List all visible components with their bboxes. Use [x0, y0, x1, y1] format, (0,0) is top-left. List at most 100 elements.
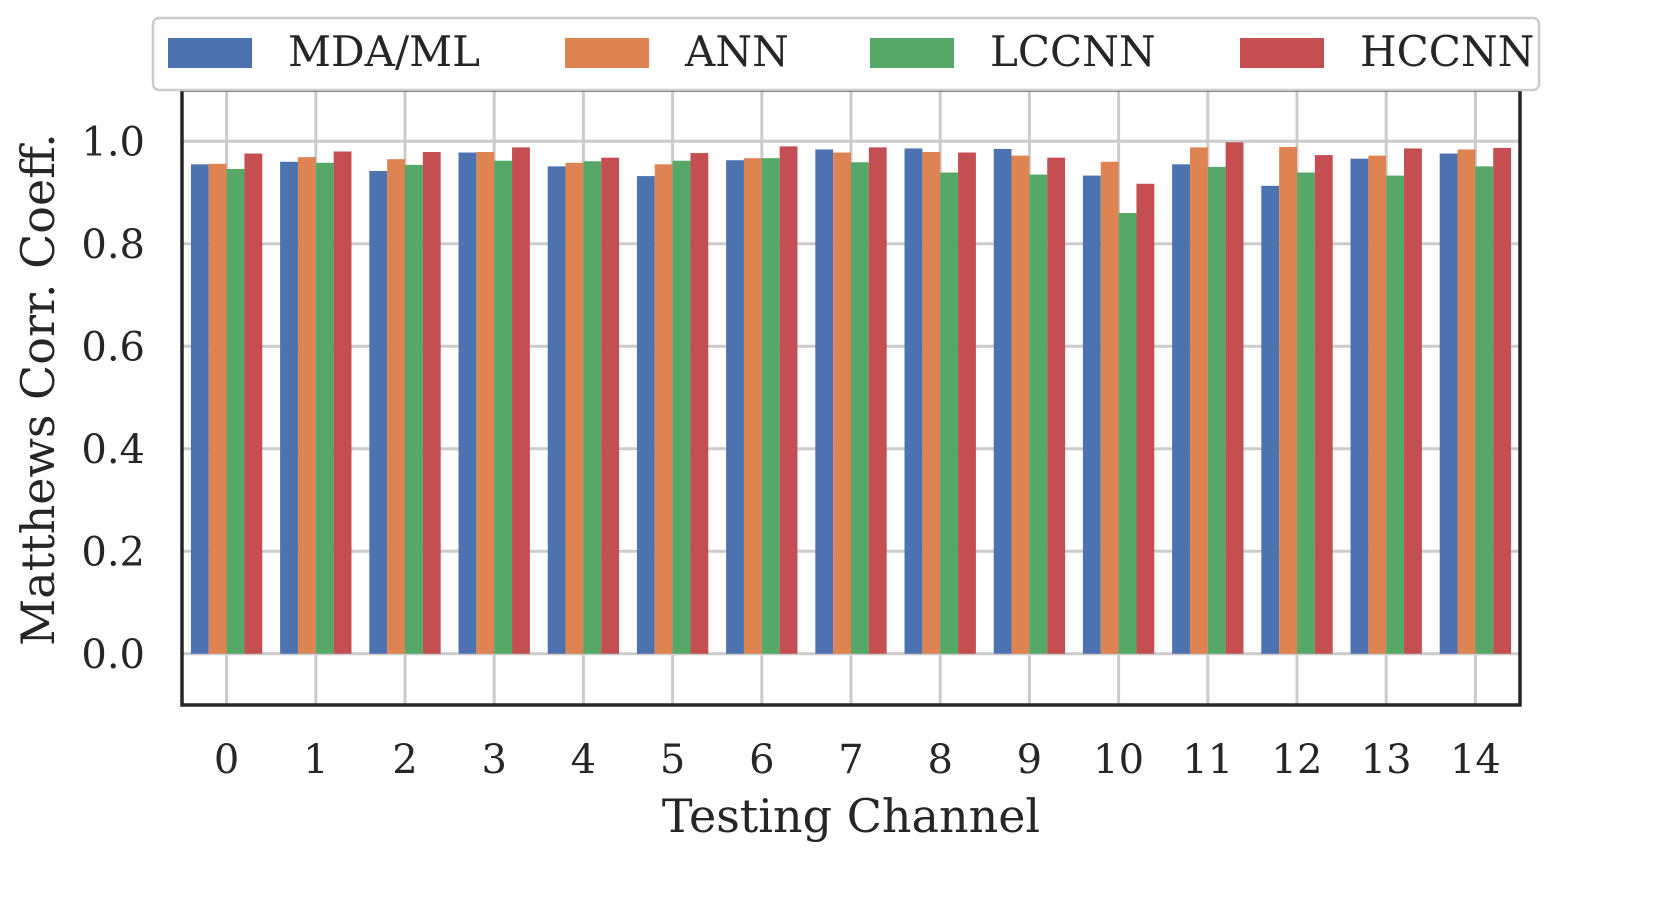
bar-ann-ch4	[565, 162, 584, 654]
legend-swatch	[1240, 38, 1324, 68]
x-tick-label: 13	[1361, 737, 1412, 783]
bar-hccnn-ch4	[601, 157, 620, 654]
bar-mda-ml-ch4	[547, 166, 566, 654]
legend-label: HCCNN	[1360, 27, 1534, 76]
bar-mda-ml-ch3	[458, 152, 477, 654]
bar-hccnn-ch6	[779, 146, 798, 654]
bar-mda-ml-ch14	[1439, 153, 1458, 654]
bar-lccnn-ch7	[851, 162, 869, 654]
x-axis-ticks: 0 1 2 3 4 5 6 7 8 9 10 11 12 13 14	[214, 737, 1501, 783]
bar-lccnn-ch0	[226, 168, 245, 654]
legend-label: LCCNN	[990, 27, 1156, 76]
legend-box	[151, 16, 1541, 92]
bar-ann-ch14	[1457, 149, 1476, 654]
y-tick-label: 0.4	[81, 427, 145, 473]
bar-ann-ch6	[743, 158, 762, 654]
bars	[190, 142, 1512, 654]
bar-lccnn-ch9	[1029, 174, 1048, 654]
bar-mda-ml-ch10	[1082, 175, 1101, 654]
bar-mda-ml-ch0	[190, 164, 209, 654]
bar-hccnn-ch1	[333, 151, 352, 654]
bar-hccnn-ch14	[1493, 147, 1512, 654]
legend-label: MDA/ML	[288, 27, 480, 76]
bar-lccnn-ch4	[583, 161, 602, 654]
bar-lccnn-ch6	[761, 158, 780, 654]
x-tick-label: 10	[1093, 737, 1144, 783]
bar-hccnn-ch11	[1225, 142, 1244, 654]
bar-hccnn-ch7	[868, 147, 887, 654]
x-axis-title: Testing Channel	[662, 789, 1040, 843]
bar-ann-ch9	[1011, 155, 1030, 654]
bar-ann-ch8	[922, 152, 941, 654]
x-tick-label: 5	[660, 737, 685, 783]
bar-ann-ch2	[387, 159, 405, 654]
bar-lccnn-ch2	[405, 164, 423, 654]
bar-ann-ch0	[208, 163, 227, 654]
bar-hccnn-ch8	[958, 152, 976, 654]
legend-entry-ann: ANN	[565, 27, 789, 76]
legend: MDA/ML ANN LCCNN HCCNN	[151, 16, 1541, 92]
x-tick-label: 0	[214, 737, 239, 783]
x-tick-label: 9	[1017, 737, 1042, 783]
bar-mda-ml-ch12	[1261, 185, 1280, 654]
legend-swatch	[870, 38, 954, 68]
x-tick-label: 8	[927, 737, 952, 783]
y-axis-ticks: 0.0 0.2 0.4 0.6 0.8 1.0	[81, 119, 145, 678]
bar-lccnn-ch10	[1118, 213, 1137, 654]
bar-lccnn-ch14	[1475, 166, 1494, 654]
legend-entry-mda-ml: MDA/ML	[168, 27, 480, 76]
y-axis-title: Matthews Corr. Coeff.	[11, 133, 65, 646]
legend-entry-hccnn: HCCNN	[1240, 27, 1534, 76]
bar-lccnn-ch11	[1207, 166, 1226, 654]
bar-hccnn-ch12	[1314, 155, 1333, 654]
bar-ann-ch11	[1189, 147, 1208, 654]
bar-mda-ml-ch9	[993, 148, 1012, 654]
bar-hccnn-ch0	[244, 153, 263, 654]
y-tick-label: 0.2	[81, 529, 145, 575]
legend-swatch	[168, 38, 252, 68]
bar-mda-ml-ch1	[280, 161, 298, 654]
bar-mda-ml-ch7	[815, 149, 834, 654]
bar-ann-ch7	[833, 152, 851, 654]
bar-ann-ch13	[1368, 155, 1387, 654]
bar-hccnn-ch5	[690, 153, 709, 654]
bar-ann-ch12	[1279, 146, 1297, 654]
bar-lccnn-ch13	[1386, 175, 1405, 654]
legend-entry-lccnn: LCCNN	[870, 27, 1156, 76]
bar-mda-ml-ch11	[1172, 164, 1190, 654]
x-tick-label: 4	[571, 737, 596, 783]
x-tick-label: 11	[1182, 737, 1233, 783]
y-tick-label: 0.0	[81, 632, 145, 678]
bar-hccnn-ch13	[1404, 148, 1422, 654]
legend-label: ANN	[684, 27, 789, 76]
bar-lccnn-ch1	[315, 162, 334, 654]
bar-ann-ch1	[297, 157, 316, 654]
x-tick-label: 6	[749, 737, 774, 783]
x-tick-label: 1	[303, 737, 328, 783]
x-tick-label: 14	[1450, 737, 1501, 783]
legend-swatch	[565, 38, 649, 68]
bar-mda-ml-ch6	[726, 160, 744, 654]
bar-lccnn-ch3	[494, 160, 513, 654]
y-tick-label: 1.0	[81, 119, 145, 165]
bar-mda-ml-ch2	[369, 170, 388, 654]
bar-ann-ch5	[654, 164, 673, 654]
x-tick-label: 7	[838, 737, 863, 783]
bar-mda-ml-ch13	[1350, 158, 1369, 654]
bar-ann-ch10	[1100, 161, 1119, 654]
bar-lccnn-ch5	[672, 160, 691, 654]
bar-mda-ml-ch8	[904, 148, 923, 654]
bar-hccnn-ch9	[1047, 157, 1066, 654]
x-tick-label: 2	[392, 737, 417, 783]
bar-lccnn-ch12	[1297, 172, 1315, 654]
y-tick-label: 0.6	[81, 324, 145, 370]
x-tick-label: 12	[1272, 737, 1323, 783]
bar-hccnn-ch2	[422, 152, 441, 654]
bar-lccnn-ch8	[940, 172, 959, 654]
x-tick-label: 3	[481, 737, 506, 783]
y-tick-label: 0.8	[81, 222, 145, 268]
bar-hccnn-ch10	[1136, 183, 1155, 654]
bar-hccnn-ch3	[512, 147, 530, 654]
bar-mda-ml-ch5	[636, 176, 655, 654]
